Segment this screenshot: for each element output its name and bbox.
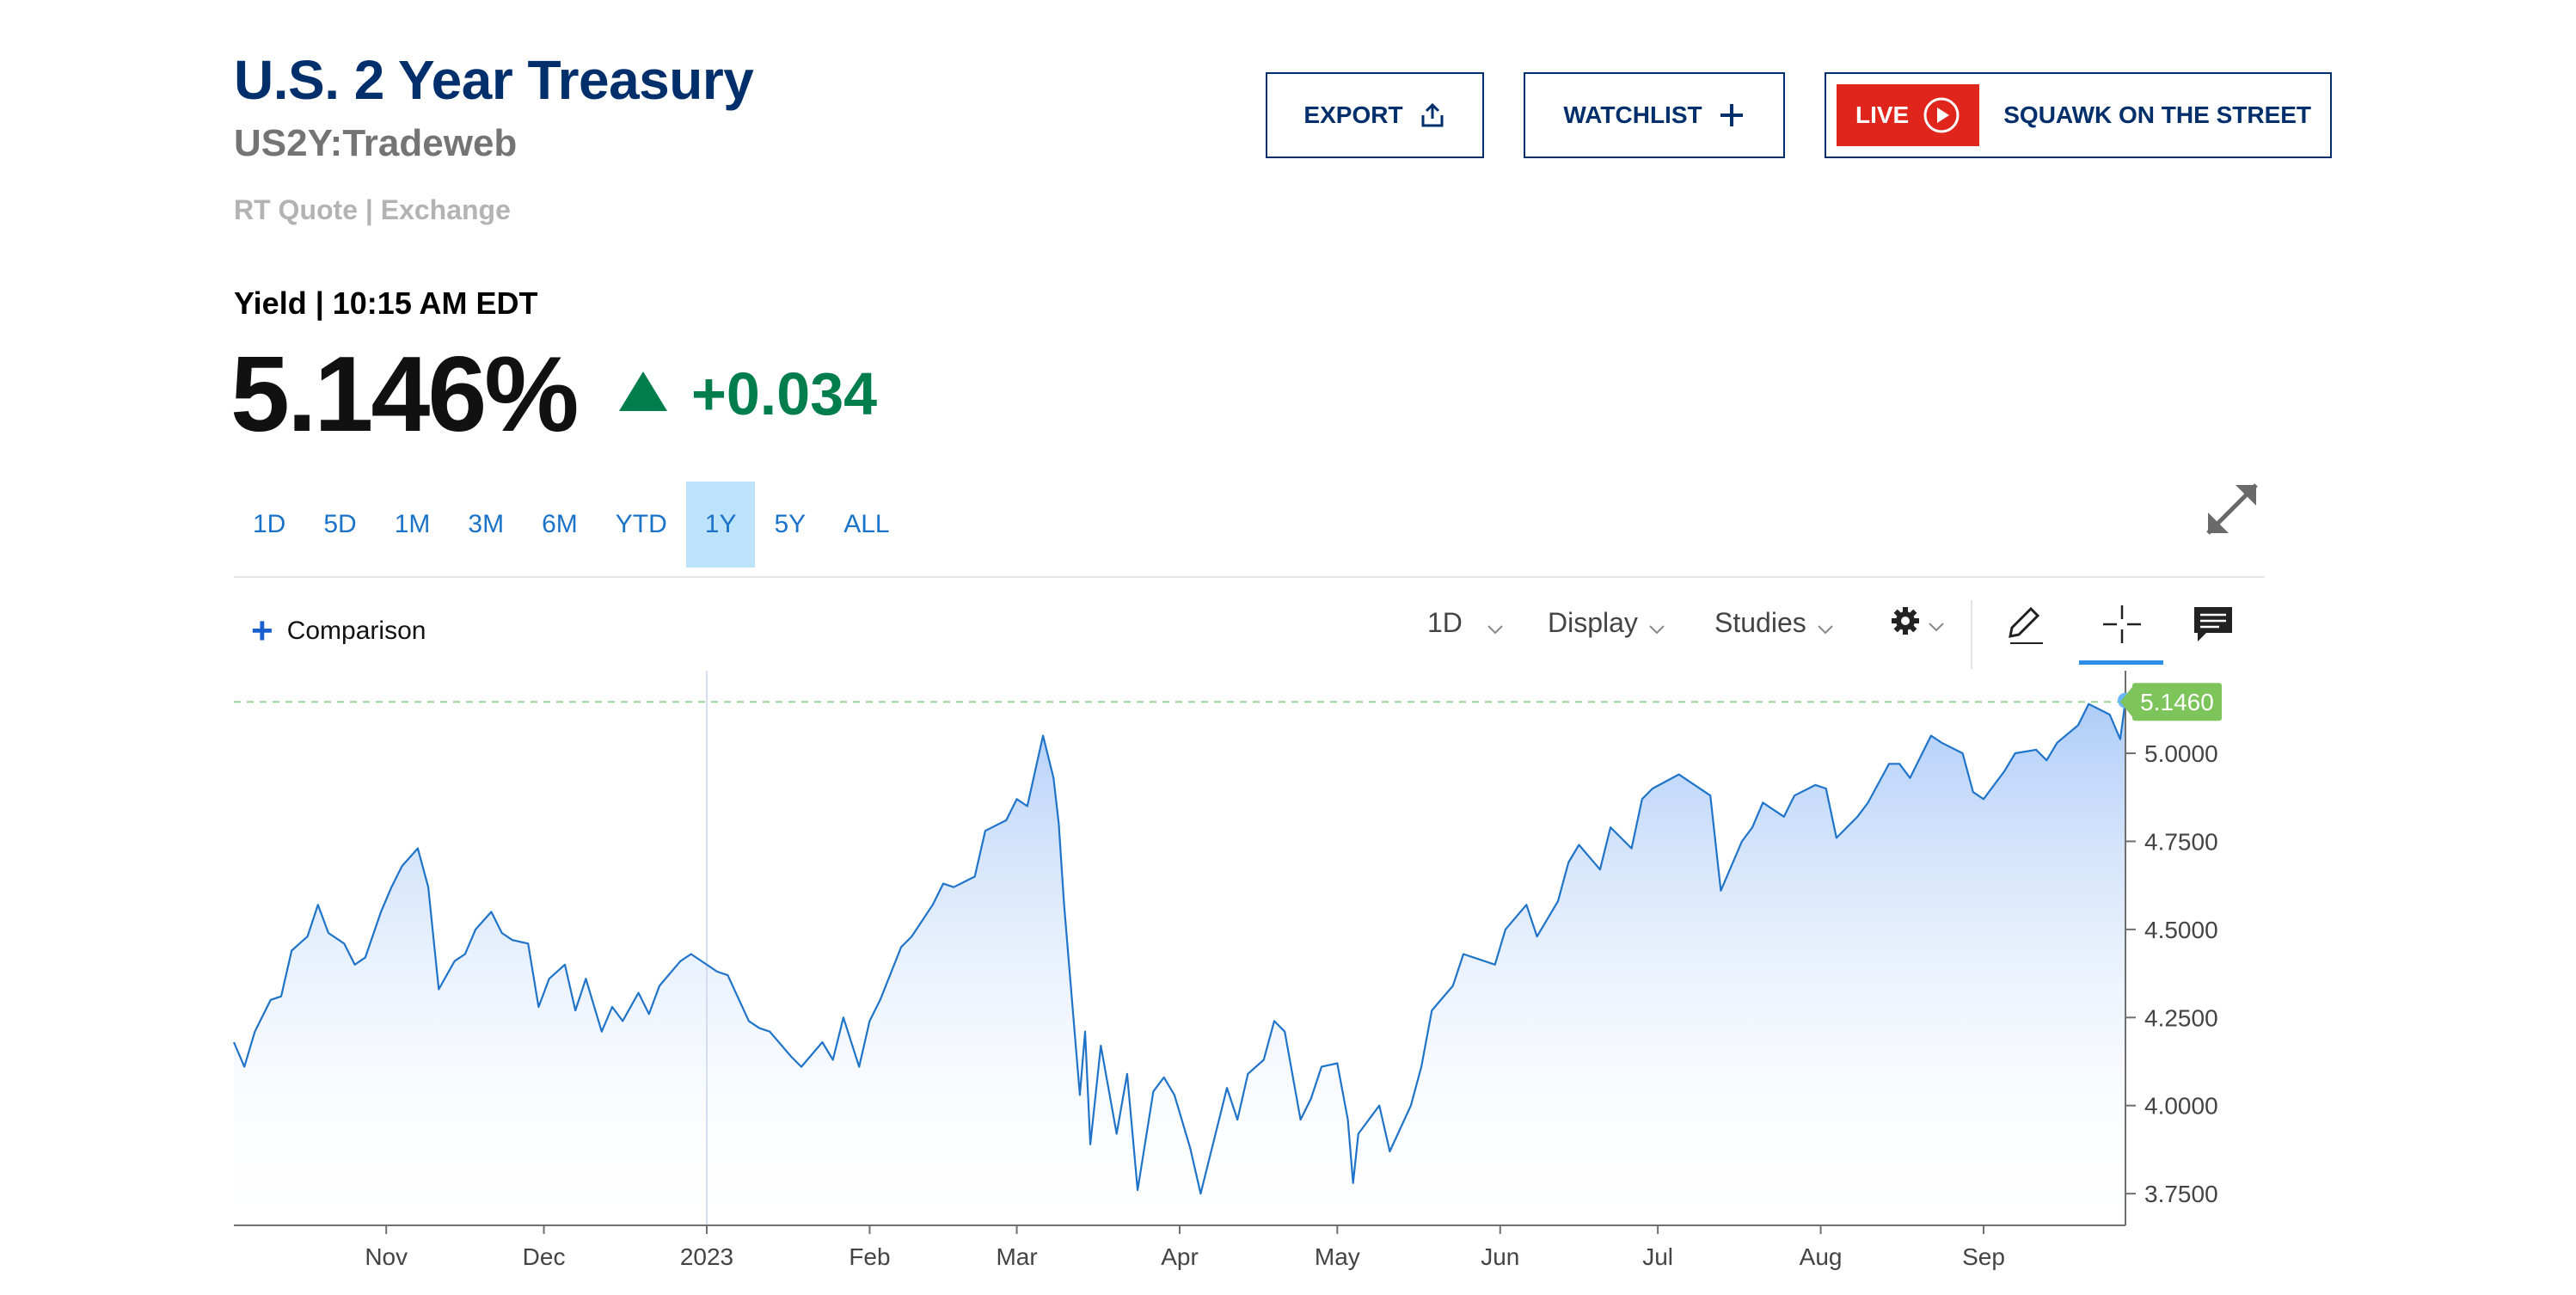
- export-button-label: EXPORT: [1303, 101, 1403, 128]
- price-value: 5.146%: [230, 335, 580, 454]
- last-price-tag-label: 5.1460: [2140, 689, 2214, 715]
- plus-icon: [1720, 104, 1743, 126]
- comparison-button[interactable]: + Comparison: [251, 612, 426, 650]
- studies-label: Studies: [1714, 607, 1806, 638]
- up-arrow-icon: [619, 371, 667, 411]
- x-tick-label: Nov: [365, 1243, 408, 1270]
- range-5d[interactable]: 5D: [323, 510, 357, 538]
- x-tick-label: 2023: [680, 1243, 733, 1270]
- x-tick-label: Dec: [523, 1243, 566, 1270]
- display-label: Display: [1548, 607, 1638, 638]
- y-tick-label: 4.7500: [2144, 828, 2218, 855]
- toolbar-divider: [234, 576, 2265, 578]
- quote-source-label: RT Quote | Exchange: [234, 194, 511, 225]
- x-tick-label: Feb: [849, 1243, 890, 1270]
- squawk-label: SQUAWK ON THE STREET: [2003, 101, 2312, 128]
- crosshair-icon[interactable]: [2098, 600, 2146, 648]
- y-tick-label: 4.2500: [2144, 1004, 2218, 1031]
- range-3m[interactable]: 3M: [468, 510, 505, 538]
- y-tick-label: 4.0000: [2144, 1093, 2218, 1120]
- series-line: [232, 700, 2127, 1195]
- range-selector: 1D 5D 1M 3M 6M YTD 1Y 5Y ALL: [234, 482, 909, 568]
- x-tick-label: May: [1315, 1243, 1360, 1270]
- live-badge: LIVE: [1837, 84, 1980, 146]
- page-title: U.S. 2 Year Treasury: [234, 49, 754, 111]
- yield-chart[interactable]: 3.7500 4.0000 4.2500 4.5000 4.7500 5.0000 Nov D…: [225, 671, 2289, 1281]
- interval-label: 1D: [1427, 607, 1463, 638]
- series-area: [234, 700, 2125, 1225]
- play-circle-icon: [1923, 97, 1960, 133]
- y-tick-label: 3.7500: [2144, 1181, 2218, 1207]
- x-tick-label: Apr: [1161, 1243, 1199, 1270]
- range-1y[interactable]: 1Y: [685, 482, 756, 568]
- comment-icon[interactable]: [2189, 600, 2237, 648]
- x-tick-label: Mar: [996, 1243, 1037, 1270]
- price-change-value: +0.034: [691, 360, 878, 427]
- y-tick-label: 4.5000: [2144, 917, 2218, 943]
- last-price-tag-pointer: [2120, 684, 2134, 720]
- chevron-down-icon: [1929, 623, 1944, 632]
- pencil-icon[interactable]: [2000, 600, 2048, 648]
- display-dropdown[interactable]: Display: [1548, 607, 1665, 639]
- x-tick-label: Aug: [1800, 1243, 1843, 1270]
- range-all[interactable]: ALL: [843, 510, 890, 538]
- yield-timestamp: Yield | 10:15 AM EDT: [234, 285, 538, 321]
- interval-dropdown[interactable]: 1D: [1427, 607, 1504, 639]
- crosshair-active-indicator: [2079, 660, 2163, 665]
- y-tick-label: 5.0000: [2144, 740, 2218, 767]
- x-tick-label: Sep: [1962, 1243, 2005, 1270]
- watchlist-button-label: WATCHLIST: [1563, 101, 1702, 128]
- watchlist-button[interactable]: WATCHLIST: [1524, 72, 1785, 158]
- live-label: LIVE: [1855, 101, 1910, 128]
- x-tick-label: Jun: [1481, 1243, 1519, 1270]
- chevron-down-icon: [1818, 624, 1833, 634]
- live-squawk-button[interactable]: LIVE SQUAWK ON THE STREET: [1825, 72, 2332, 158]
- range-ytd[interactable]: YTD: [615, 510, 667, 538]
- comparison-label: Comparison: [286, 617, 426, 645]
- range-6m[interactable]: 6M: [542, 510, 578, 538]
- gear-icon: [1892, 607, 1919, 635]
- studies-dropdown[interactable]: Studies: [1714, 607, 1834, 639]
- expand-arrows-icon[interactable]: [2201, 478, 2263, 540]
- chevron-down-icon: [1487, 624, 1503, 634]
- symbol-label: US2Y:Tradeweb: [234, 122, 518, 164]
- x-tick-label: Jul: [1642, 1243, 1673, 1270]
- range-1d[interactable]: 1D: [253, 510, 286, 538]
- last-price-tag: [2132, 683, 2222, 721]
- range-1m[interactable]: 1M: [394, 510, 431, 538]
- share-upload-icon: [1421, 102, 1444, 127]
- price-change: +0.034: [619, 359, 877, 428]
- chevron-down-icon: [1649, 624, 1665, 634]
- toolbar-separator: [1971, 600, 1972, 669]
- plus-icon: +: [251, 610, 273, 652]
- settings-dropdown[interactable]: [1888, 604, 1945, 638]
- range-5y[interactable]: 5Y: [774, 510, 807, 538]
- export-button[interactable]: EXPORT: [1266, 72, 1484, 158]
